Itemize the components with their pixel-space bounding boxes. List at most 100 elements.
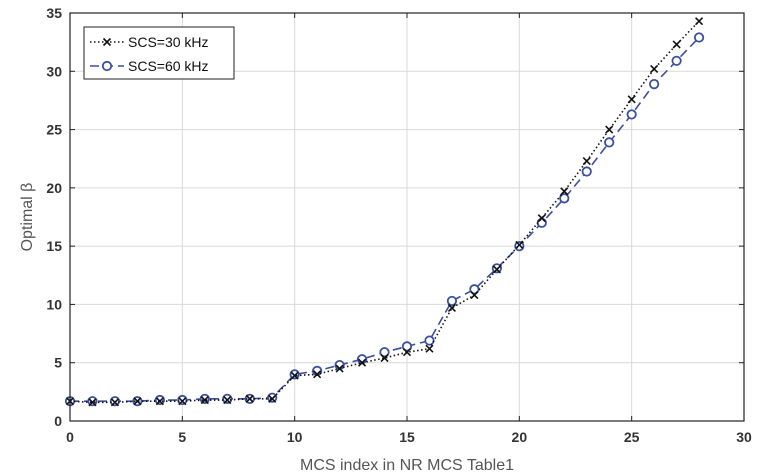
legend: SCS=30 kHz SCS=60 kHz	[83, 26, 235, 80]
x-marker-stroke	[290, 371, 299, 380]
x-marker-stroke	[245, 394, 254, 403]
x-marker-stroke	[313, 370, 322, 379]
data-point	[154, 394, 165, 406]
data-point	[289, 369, 300, 380]
data-point	[515, 240, 524, 250]
data-point	[604, 137, 615, 148]
data-point	[155, 397, 164, 406]
series-line	[70, 36, 700, 402]
x-tick-label: 20	[512, 429, 528, 445]
legend-marker	[102, 37, 112, 47]
data-point	[560, 187, 569, 196]
x-marker-stroke	[672, 40, 681, 49]
data-point	[87, 396, 98, 407]
x-marker-stroke	[358, 358, 367, 367]
data-point	[514, 241, 525, 252]
data-point	[178, 397, 187, 406]
x-marker-stroke	[447, 303, 456, 312]
axis-ticks: 0 5 10 15 20 25 30 0 5 10 15 20 25 30 35	[46, 5, 752, 445]
legend-item: SCS=60 kHz	[90, 58, 209, 74]
x-tick-label: 15	[399, 429, 415, 445]
x-marker-stroke	[223, 395, 232, 405]
data-point	[380, 353, 389, 363]
x-marker-stroke	[155, 397, 164, 406]
series-scs-60-khz	[64, 32, 705, 407]
data-point	[671, 55, 682, 66]
x-tick-label: 25	[624, 429, 640, 445]
data-point	[582, 156, 591, 166]
data-point	[537, 214, 546, 223]
data-point	[491, 263, 502, 274]
data-point	[379, 347, 390, 358]
x-marker-stroke	[627, 95, 636, 104]
data-point	[672, 40, 681, 49]
data-point	[223, 395, 232, 405]
data-point	[492, 265, 501, 274]
data-point	[605, 125, 614, 134]
data-point	[650, 64, 659, 74]
data-point	[424, 335, 435, 346]
x-marker-stroke	[470, 291, 479, 300]
x-tick-label: 5	[178, 429, 186, 445]
y-tick-label: 5	[54, 355, 62, 371]
x-tick-label: 30	[736, 429, 752, 445]
y-tick-label: 25	[46, 122, 62, 138]
x-marker-stroke	[582, 156, 591, 166]
data-point	[335, 364, 344, 373]
y-tick-label: 15	[46, 238, 62, 254]
x-marker-stroke	[695, 17, 704, 26]
x-marker-stroke	[133, 397, 142, 406]
x-marker-stroke	[605, 125, 614, 134]
data-point	[446, 295, 458, 307]
y-tick-label: 10	[46, 296, 62, 312]
x-marker-stroke	[110, 398, 119, 407]
data-point	[627, 95, 636, 104]
x-marker-stroke	[268, 394, 277, 403]
x-marker-stroke	[560, 187, 569, 196]
data-point	[177, 394, 188, 406]
x-marker-stroke	[200, 395, 209, 405]
x-tick-label: 10	[287, 429, 303, 445]
data-point	[649, 79, 660, 90]
legend-label: SCS=30 kHz	[128, 34, 209, 50]
data-point	[200, 395, 209, 405]
x-marker-stroke	[102, 37, 112, 47]
data-point	[313, 370, 322, 379]
x-marker-stroke	[425, 344, 434, 353]
x-marker-stroke	[492, 265, 501, 274]
x-marker-stroke	[650, 64, 659, 74]
x-marker-stroke	[335, 364, 344, 373]
legend-label: SCS=60 kHz	[128, 58, 209, 74]
x-marker-stroke	[178, 397, 187, 406]
plot-area	[64, 17, 705, 407]
data-point	[536, 217, 547, 228]
data-point	[693, 32, 705, 43]
data-point	[222, 393, 233, 404]
data-point	[402, 348, 412, 357]
legend-item: SCS=30 kHz	[90, 34, 209, 50]
x-marker-stroke	[515, 240, 524, 250]
data-point	[447, 303, 456, 312]
data-point	[110, 398, 119, 407]
data-point	[267, 392, 278, 403]
data-point	[133, 397, 142, 406]
x-marker-stroke	[537, 214, 546, 223]
series-scs-30-khz	[65, 17, 704, 407]
data-point	[581, 166, 592, 177]
data-point	[88, 398, 97, 407]
data-point	[401, 341, 413, 352]
data-point	[358, 358, 367, 367]
data-point	[245, 394, 254, 403]
data-point	[470, 291, 479, 300]
data-point	[290, 371, 299, 380]
data-point	[695, 17, 704, 26]
data-point	[559, 193, 570, 204]
x-marker-stroke	[402, 348, 412, 357]
data-point	[109, 396, 121, 407]
x-marker-stroke	[88, 398, 97, 407]
y-axis-title: Optimal β	[19, 183, 36, 252]
y-tick-label: 0	[54, 413, 62, 429]
data-point	[425, 344, 434, 353]
y-tick-label: 35	[46, 5, 62, 21]
